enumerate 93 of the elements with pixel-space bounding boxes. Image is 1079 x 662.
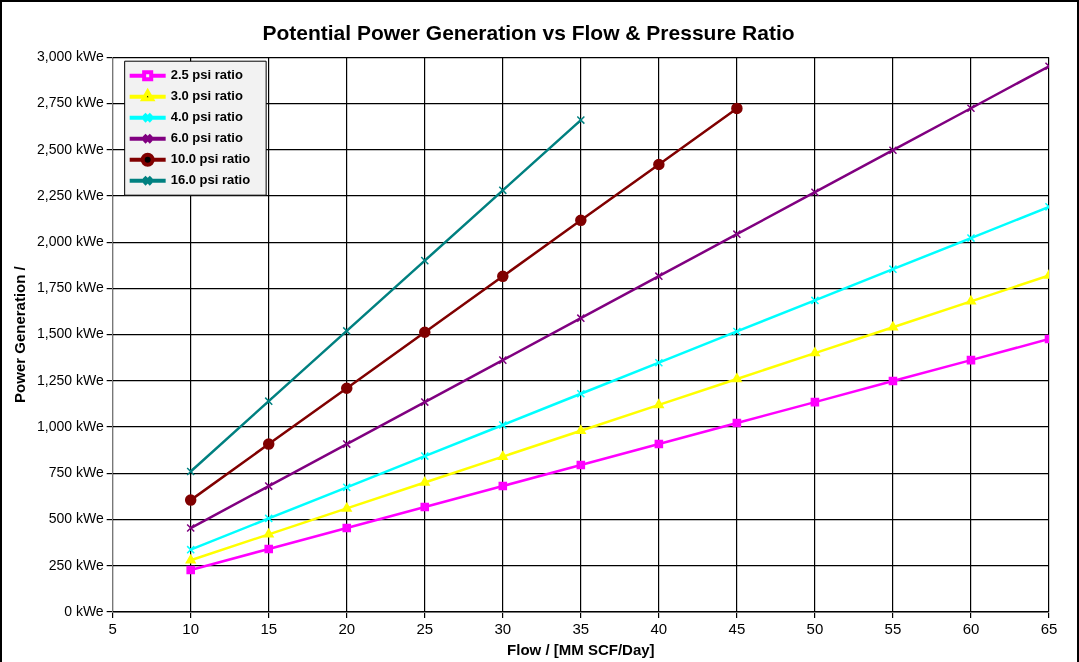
point (498, 420, 508, 430)
legend-label: 2.5 psi ratio (170, 67, 243, 83)
point (262, 438, 275, 450)
x-tick-label: 65 (1040, 620, 1058, 638)
x-tick-label: 60 (962, 620, 980, 638)
point (497, 270, 509, 283)
x-tick-label: 5 (108, 620, 117, 638)
x-tick-label: 35 (572, 620, 590, 638)
point (419, 326, 431, 338)
x-tick-label: 25 (416, 620, 434, 638)
point (888, 264, 898, 274)
y-tick-label: 1,250 kWe (37, 371, 104, 388)
point (732, 327, 742, 336)
point (341, 502, 352, 512)
point (654, 358, 664, 367)
point (264, 481, 274, 491)
point (576, 313, 586, 323)
point (966, 103, 976, 113)
y-tick-label: 0 kWe (64, 602, 104, 619)
point (809, 347, 820, 357)
y-tick-label: 750 kWe (48, 464, 104, 481)
point (576, 389, 586, 399)
point (420, 451, 430, 461)
y-tick-label: 1,500 kWe (37, 325, 104, 342)
point (342, 439, 352, 449)
point (575, 425, 586, 435)
y-tick-label: 2,250 kWe (37, 186, 104, 203)
y-tick-label: 2,500 kWe (37, 140, 104, 157)
point (420, 256, 430, 265)
x-tick-label: 40 (650, 620, 668, 638)
x-tick-label: 20 (338, 620, 356, 638)
point (498, 355, 508, 365)
point (342, 326, 352, 336)
y-tick-label: 1,750 kWe (37, 279, 104, 296)
point (576, 115, 586, 125)
y-tick-label: 2,000 kWe (37, 232, 104, 249)
x-tick-label: 10 (182, 620, 200, 638)
point (654, 271, 664, 281)
point (732, 418, 742, 428)
point (653, 158, 665, 171)
point (731, 102, 743, 115)
point (185, 554, 196, 564)
chart-title: Potential Power Generation vs Flow & Pressure Ratio (262, 21, 795, 45)
x-tick-label: 30 (494, 620, 512, 638)
point (264, 514, 274, 523)
point (420, 397, 430, 407)
point (497, 450, 508, 460)
x-tick-label: 15 (260, 620, 278, 638)
y-tick-label: 250 kWe (48, 556, 104, 573)
legend-label: 3.0 psi ratio (170, 88, 243, 104)
point (419, 476, 430, 486)
point (420, 502, 430, 512)
y-axis-title: Power Generation / (11, 265, 29, 403)
legend-label: 16.0 psi ratio (170, 172, 251, 188)
point (810, 187, 820, 197)
point (186, 545, 195, 554)
y-tick-label: 3,000 kWe (37, 48, 104, 65)
legend-label: 6.0 psi ratio (170, 130, 243, 146)
point (731, 373, 742, 383)
point (966, 355, 976, 365)
point (498, 481, 508, 491)
point (888, 145, 898, 155)
point (966, 233, 976, 243)
point (186, 467, 195, 476)
point (654, 439, 664, 449)
point (732, 229, 742, 239)
x-tick-label: 55 (884, 620, 902, 638)
x-tick-label: 45 (728, 620, 746, 638)
legend-label: 10.0 psi ratio (170, 151, 251, 167)
point (810, 397, 820, 407)
y-tick-label: 2,750 kWe (37, 94, 104, 111)
point (342, 483, 352, 492)
point (264, 544, 274, 554)
x-axis-title: Flow / [MM SCF/Day] (507, 641, 655, 659)
point (184, 494, 197, 506)
point (888, 376, 898, 386)
point (653, 399, 664, 409)
point (498, 186, 508, 195)
point (810, 296, 820, 305)
y-tick-label: 1,000 kWe (37, 417, 104, 434)
point (575, 214, 587, 227)
x-tick-label: 50 (806, 620, 824, 638)
point (342, 523, 352, 533)
point (186, 565, 195, 575)
point (887, 321, 899, 331)
point (576, 460, 586, 470)
legend-label: 4.0 psi ratio (170, 109, 243, 125)
point (263, 528, 274, 538)
point (965, 295, 977, 305)
point (341, 382, 353, 394)
y-tick-label: 500 kWe (48, 510, 104, 527)
point (186, 523, 195, 533)
point (264, 396, 274, 406)
